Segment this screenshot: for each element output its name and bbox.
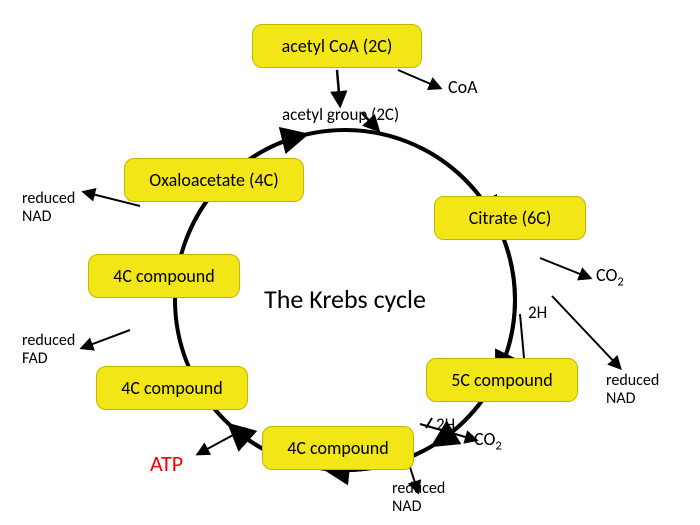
node-label-c5: 5C compound xyxy=(451,369,552,391)
node-label-acetyl: acetyl CoA (2C) xyxy=(282,35,393,57)
arrow-coa xyxy=(398,70,440,88)
node-c5: 5C compound xyxy=(426,358,578,402)
node-citrate: Citrate (6C) xyxy=(434,196,586,240)
node-c4c: 4C compound xyxy=(88,254,240,298)
label-co2a-l: CO2 xyxy=(596,266,624,289)
arrow-co2a xyxy=(540,258,590,278)
node-c4b: 4C compound xyxy=(96,366,248,410)
node-label-c4c: 4C compound xyxy=(113,265,214,287)
node-c4a: 4C compound xyxy=(262,426,414,470)
label-acg: acetyl group (2C) xyxy=(282,106,399,125)
node-oxa: Oxaloacetate (4C) xyxy=(124,158,304,202)
node-label-citrate: Citrate (6C) xyxy=(469,207,552,229)
arrow-entry1 xyxy=(337,70,340,105)
arrow-atp xyxy=(198,428,246,454)
label-fad-l: reduced FAD xyxy=(22,332,75,367)
label-co2b-l: CO2 xyxy=(474,430,502,453)
node-label-c4b: 4C compound xyxy=(121,377,222,399)
label-coa-l: CoA xyxy=(448,78,478,98)
node-label-oxa: Oxaloacetate (4C) xyxy=(149,169,278,191)
label-nad3-l: reduced NAD xyxy=(22,190,75,225)
label-nad2-l: reduced NAD xyxy=(392,480,445,515)
label-atp-l: ATP xyxy=(150,452,183,476)
krebs-cycle-diagram: The Krebs cycle acetyl CoA (2C)Citrate (… xyxy=(0,0,700,525)
arrow-h2a xyxy=(520,314,524,358)
label-h2a-l: 2H xyxy=(528,304,547,323)
node-acetyl: acetyl CoA (2C) xyxy=(252,24,422,68)
label-h2b-l: 2H xyxy=(436,416,455,435)
node-label-c4a: 4C compound xyxy=(287,437,388,459)
arrow-fad xyxy=(82,330,130,348)
label-nad1-l: reduced NAD xyxy=(606,372,659,407)
